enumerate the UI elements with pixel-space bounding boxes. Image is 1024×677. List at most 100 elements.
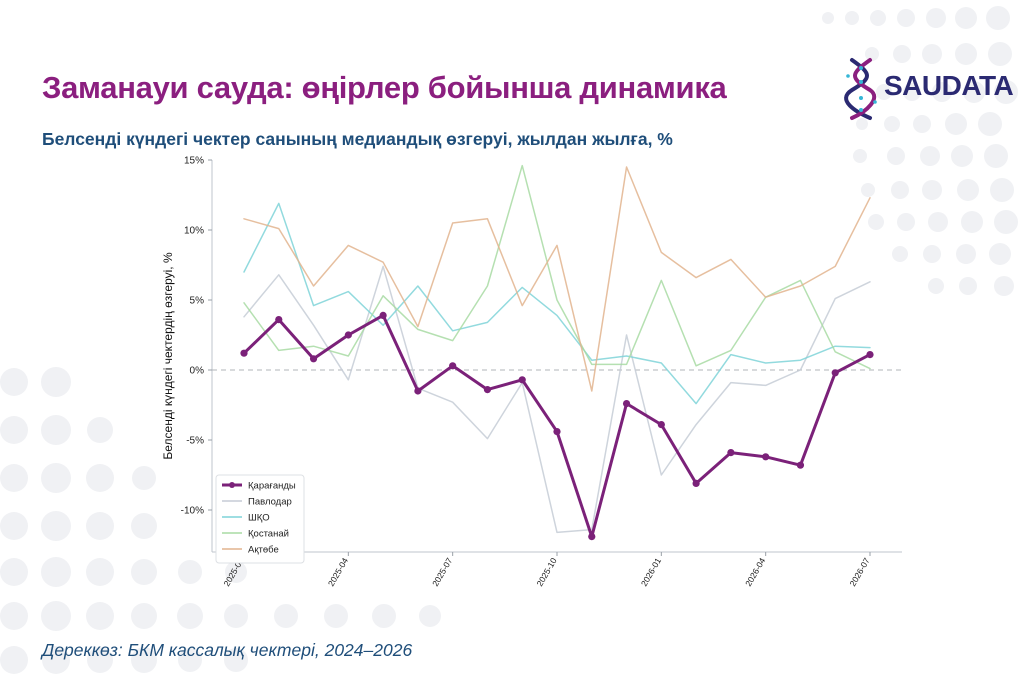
logo-text: SAUDATA [884,70,1014,101]
background-dot [978,112,1002,136]
background-dot [870,10,886,26]
background-dot [324,604,348,628]
background-dot [893,45,911,63]
background-dot [986,6,1010,30]
background-dot [928,278,944,294]
background-dot [897,9,915,27]
page-subtitle: Белсенді күндегі чектер санының медианды… [42,129,673,149]
background-dot [372,604,396,628]
background-dot [956,244,976,264]
background-dot [86,602,114,630]
y-tick-label: -10% [181,506,204,517]
data-point [796,461,805,469]
data-point [518,376,526,384]
background-dot [884,116,900,132]
legend-label: Қарағанды [248,481,296,492]
data-point [240,349,248,357]
y-tick-label: 10% [184,226,204,237]
y-tick-label: 0% [190,366,205,377]
background-dot [994,210,1018,234]
background-dot [994,80,1018,104]
background-dot [955,43,977,65]
background-dot [41,367,71,397]
background-dot [853,149,867,163]
series-line-context [243,202,871,405]
background-dot [945,113,967,135]
data-point [344,331,352,339]
page-title: Заманауи сауда: өңірлер бойынша динамика [42,70,727,105]
background-dot [41,557,71,587]
background-dot [955,7,977,29]
background-dot [963,81,985,103]
background-dot [989,243,1011,265]
data-point [727,449,735,457]
series-line-context [243,265,871,534]
background-dot [274,604,298,628]
background-dot [920,146,940,166]
background-dot [990,178,1014,202]
background-dot [178,648,202,672]
y-tick-label: 5% [190,296,205,307]
legend-label: Павлодар [248,497,292,508]
background-dot [822,12,834,24]
background-dot [923,245,941,263]
background-dot [951,145,973,167]
legend-label: Ақтөбе [248,545,279,556]
data-point [692,479,700,487]
background-dot [913,115,931,133]
legend-marker [229,482,235,488]
background-dot [0,464,28,492]
background-dot [86,558,114,586]
background-dot [86,512,114,540]
background-dot [41,601,71,631]
background-dot [984,144,1008,168]
y-tick-label: 15% [184,156,204,167]
legend-label: Қостанай [248,529,289,540]
x-tick-label: 2025-04 [326,556,350,588]
background-dot [0,416,28,444]
data-point [449,362,457,370]
data-point [379,311,387,319]
background-dot [131,513,157,539]
data-point [553,428,561,436]
background-dot [922,180,942,200]
background-dot [876,84,892,100]
background-dot [41,415,71,445]
background-dot [0,558,28,586]
series-line-context [243,164,871,370]
background-dot [0,512,28,540]
y-tick-label: -5% [186,436,204,447]
legend-label: ШҚО [248,513,270,524]
background-dot [132,466,156,490]
background-dot [932,82,952,102]
background-dot [988,42,1012,66]
x-tick-label: 2025-07 [430,556,454,588]
background-dot [224,604,248,628]
background-dot [131,647,157,673]
background-dot [87,647,113,673]
background-dot [861,183,875,197]
data-point [622,400,631,408]
background-dot [224,648,248,672]
background-dot [178,560,202,584]
y-axis-label: Белсенді күндегі чектердің өзгеруі, % [161,252,175,460]
data-point [657,421,665,429]
background-dot [0,602,28,630]
data-point [762,453,770,461]
background-dot [131,603,157,629]
source-note: Дереккөз: БКМ кассалық чектері, 2024–202… [42,640,413,660]
x-tick-label: 2026-07 [847,556,871,588]
background-dot [961,211,983,233]
background-dot [177,603,203,629]
background-dot [957,179,979,201]
dna-helix-icon [844,58,877,120]
x-tick-label: 2025-10 [534,556,558,588]
legend-box [215,474,305,564]
x-tick-label: 2026-01 [639,556,663,588]
series-line-highlight [242,313,872,539]
background-dot [419,605,441,627]
chart-legend: Қарағанды Павлодар ШҚО Қостанай Ақтөбе [215,474,305,564]
background-dot [891,181,909,199]
data-point [275,316,283,324]
